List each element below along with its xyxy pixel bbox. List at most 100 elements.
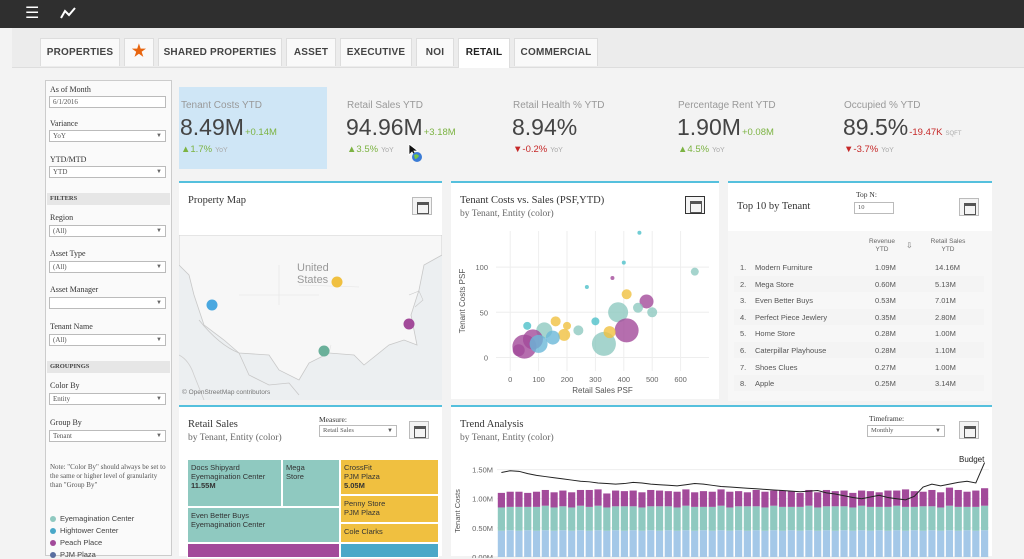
row-revenue: 0.35M (875, 312, 896, 322)
expand-panel-button[interactable] (959, 421, 979, 439)
table-row[interactable]: 6. Caterpillar Playhouse 0.28M 1.10M (734, 342, 984, 358)
trend-bar-segment (594, 505, 602, 531)
chevron-down-icon: ▼ (156, 169, 162, 175)
tab-noi[interactable]: NOI (416, 38, 454, 66)
row-rank: 1. (740, 263, 747, 272)
treemap-cell[interactable]: Mega Store (282, 459, 340, 507)
scatter-chart[interactable]: 0 100 200 300 400 500 600 0 50 100 Retail Sales PS… (451, 223, 719, 399)
tab-shared-properties[interactable]: SHARED PROPERTIES (158, 38, 282, 66)
y-tick-label: 100 (475, 263, 488, 272)
filter-sidebar: As of Month 6/1/2016 Variance YoY ▼ YTD/M… (45, 80, 172, 559)
tab-properties[interactable]: PROPERTIES (40, 38, 120, 66)
trend-bar-segment (629, 506, 637, 531)
kpi-yoy-label: YoY (712, 147, 725, 154)
table-row[interactable]: 1. Modern Furniture 1.09M 14.16M (734, 259, 984, 275)
trend-bar-segment (515, 491, 523, 507)
kpi-tenant-costs[interactable]: Tenant Costs YTD 8.49M+0.14M ▲1.7% YoY (179, 87, 327, 169)
expand-panel-button[interactable] (685, 196, 705, 214)
map-marker[interactable] (331, 276, 343, 288)
sort-icon[interactable]: ⇩ (906, 241, 913, 250)
kpi-retail-sales[interactable]: Retail Sales YTD 94.96M+3.18M ▲3.5% YoY (345, 87, 493, 169)
variance-select[interactable]: YoY ▼ (49, 130, 166, 142)
trend-bar-segment (717, 489, 725, 506)
table-row[interactable]: 4. Perfect Piece Jewlery 0.35M 2.80M (734, 308, 984, 325)
trend-bar-segment (972, 530, 980, 557)
color-by-value: Entity (53, 395, 71, 403)
tenant-name-label: Tenant Name (50, 322, 93, 331)
map-marker[interactable] (206, 299, 218, 311)
topn-input[interactable]: 10 (854, 202, 894, 214)
trend-bar-segment (849, 530, 857, 557)
trend-bar-segment (928, 506, 936, 531)
treemap-cell-value: 5.05M (344, 481, 365, 490)
trend-bar-segment (981, 505, 989, 531)
tenant-name-select[interactable]: (All) ▼ (49, 334, 166, 346)
trend-bar-segment (682, 489, 690, 506)
row-revenue: 0.28M (875, 329, 896, 339)
row-retail-sales: 1.10M (935, 346, 956, 355)
trend-bar-segment (541, 505, 549, 531)
row-tenant-name: Even Better Buys (755, 296, 813, 306)
scatter-point (563, 321, 571, 330)
tab-retail[interactable]: RETAIL (458, 38, 510, 68)
asset-manager-select[interactable]: ▼ (49, 297, 166, 309)
kpi-percentage-rent[interactable]: Percentage Rent YTD 1.90M+0.08M ▲4.5% YoY (676, 87, 824, 169)
trend-bar-segment (866, 506, 874, 531)
kpi-occupied[interactable]: Occupied % YTD 89.5%-19.47K SQFT ▼-3.7% Yo… (842, 87, 990, 169)
expand-panel-button[interactable] (959, 198, 979, 216)
map-marker[interactable] (318, 345, 330, 357)
hamburger-menu-icon[interactable]: ☰ (25, 5, 40, 22)
property-map[interactable]: United States © OpenStreetMap contributo… (179, 235, 442, 400)
trend-bar-segment (778, 530, 787, 557)
trend-bar-segment (893, 505, 901, 531)
trend-bar-segment (524, 492, 532, 507)
ytd-mtd-select[interactable]: YTD ▼ (49, 166, 166, 178)
trend-bar-segment (541, 530, 549, 557)
color-by-select[interactable]: Entity ▼ (49, 393, 166, 405)
trend-bar-segment (901, 506, 910, 531)
asset-type-select[interactable]: (All) ▼ (49, 261, 166, 273)
tab-commercial[interactable]: COMMERCIAL (514, 38, 598, 66)
measure-select[interactable]: Retail Sales ▼ (319, 425, 397, 437)
treemap-cell[interactable]: Docs Shipyard Eyemagination Center 11.55M (187, 459, 282, 507)
asset-type-value: (All) (53, 263, 67, 271)
table-row[interactable]: 5. Home Store 0.28M 1.00M (734, 325, 984, 341)
table-row[interactable]: 2. Mega Store 0.60M 5.13M (734, 275, 984, 292)
expand-panel-button[interactable] (412, 197, 432, 215)
region-select[interactable]: (All) ▼ (49, 225, 166, 237)
panel-title: Property Map (188, 195, 247, 206)
y-axis-label: Tenant Costs (453, 489, 462, 533)
group-by-select[interactable]: Tenant ▼ (49, 430, 166, 442)
timeframe-select[interactable]: Monthly ▼ (867, 425, 945, 437)
trend-line-icon[interactable] (60, 6, 76, 20)
as-of-month-input[interactable]: 6/1/2016 (49, 96, 166, 108)
row-revenue: 0.27M (875, 362, 896, 372)
treemap[interactable]: Docs Shipyard Eyemagination Center 11.55M… (187, 459, 439, 558)
kpi-yoy: ▼-3.7% YoY (844, 144, 894, 155)
row-rank: 6. (740, 346, 747, 355)
trend-bar-segment (945, 530, 954, 557)
map-marker[interactable] (403, 318, 415, 330)
tab-asset[interactable]: ASSET (286, 38, 336, 66)
table-row[interactable]: 7. Shoes Clues 0.27M 1.00M (734, 359, 984, 375)
kpi-retail-health[interactable]: Retail Health % YTD 8.94% ▼-0.2% YoY (511, 87, 659, 169)
trend-bar-segment (972, 490, 980, 507)
chevron-down-icon: ▼ (156, 396, 162, 402)
trend-bar-segment (796, 530, 804, 557)
table-row[interactable]: 3. Even Better Buys 0.53M 7.01M (734, 292, 984, 308)
treemap-cell[interactable]: Penny Store PJM Plaza (340, 495, 439, 523)
trend-bar-segment (937, 530, 945, 557)
trend-bar-segment (849, 492, 857, 508)
treemap-cell[interactable]: CrossFit PJM Plaza 5.05M (340, 459, 439, 495)
kpi-delta: -19.47K (909, 127, 943, 138)
kpi-yoy-label: YoY (381, 147, 394, 154)
tab-executive[interactable]: EXECUTIVE (340, 38, 412, 66)
treemap-cell[interactable]: Even Better Buys Eyemagination Center (187, 507, 340, 543)
trend-bar-segment (945, 487, 954, 506)
table-row[interactable]: 8. Apple 0.25M 3.14M (734, 375, 984, 392)
asset-manager-label: Asset Manager (50, 285, 99, 294)
treemap-cell[interactable]: Cole Clarks (340, 523, 439, 543)
tab-favorites[interactable]: ★ (124, 38, 154, 66)
expand-panel-button[interactable] (409, 421, 429, 439)
